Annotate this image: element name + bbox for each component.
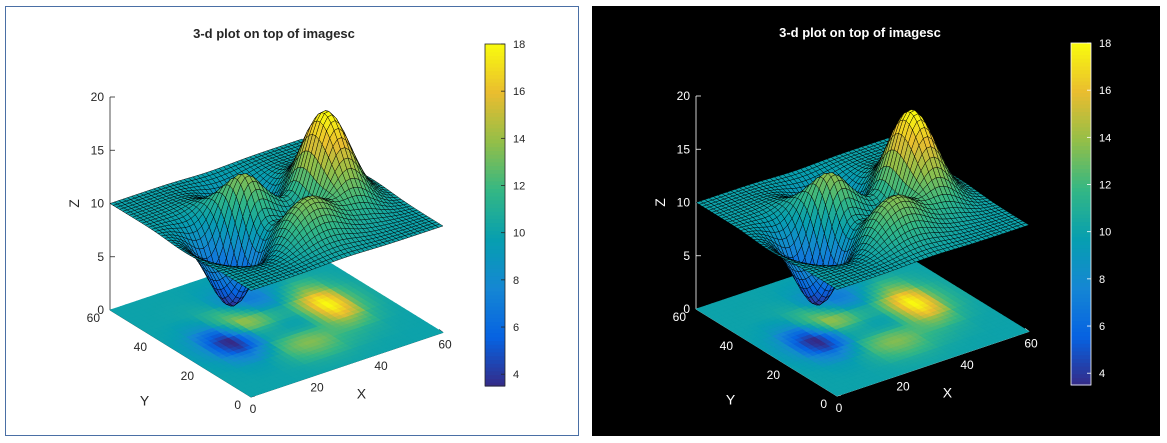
x-tick-label: 0 — [836, 401, 843, 415]
z-tick-label: 10 — [91, 197, 105, 211]
z-tick-label: 10 — [677, 196, 691, 210]
z-tick-label: 0 — [683, 302, 690, 316]
y-tick-label: 0 — [820, 397, 827, 411]
colorbar: 4 6 8 10 12 14 16 18 — [1070, 38, 1111, 386]
chart-title: 3-d plot on top of imagesc — [193, 26, 355, 41]
colorbar-tick-label: 8 — [1099, 274, 1105, 286]
y-tick-label: 40 — [134, 340, 148, 354]
colorbar-tick-label: 10 — [1099, 227, 1111, 239]
plot-panel-dark: 3-d plot on top of imagesc 0 20 40 60 0 20 40 60… — [592, 6, 1160, 436]
chart-title: 3-d plot on top of imagesc — [779, 25, 941, 40]
surface-mesh — [109, 110, 444, 307]
y-tick-label: 20 — [767, 368, 781, 382]
x-tick-label: 0 — [250, 402, 257, 416]
z-tick-label: 20 — [91, 90, 105, 104]
z-axis-label: Z — [652, 198, 668, 207]
z-tick-label: 5 — [683, 249, 690, 263]
colorbar-tick-label: 12 — [513, 181, 525, 193]
colorbar-tick-label: 4 — [513, 369, 519, 381]
colorbar-tick-label: 4 — [1099, 368, 1105, 380]
colorbar-tick-label: 6 — [513, 322, 519, 334]
colorbar-tick-label: 16 — [1099, 85, 1111, 97]
surface-plot-light: 3-d plot on top of imagesc02040600204060… — [66, 26, 525, 416]
colorbar: 4 6 8 10 12 14 16 18 — [484, 39, 525, 387]
colorbar-tick-label: 18 — [513, 39, 525, 51]
y-axis-label: Y — [140, 393, 150, 409]
plot-panel-light: 3-d plot on top of imagesc 0 20 40 60 0 20 40 60… — [5, 6, 579, 436]
colorbar-tick-label: 8 — [513, 275, 519, 287]
z-tick-label: 20 — [677, 89, 691, 103]
x-tick-label: 20 — [310, 381, 324, 395]
y-tick-label: 60 — [673, 310, 687, 324]
colorbar-tick-label: 12 — [1099, 180, 1111, 192]
surface-mesh — [695, 109, 1030, 306]
y-tick-label: 20 — [181, 369, 195, 383]
z-tick-label: 15 — [677, 142, 691, 156]
x-axis-label: X — [943, 385, 953, 401]
x-tick-label: 60 — [438, 338, 452, 352]
colorbar-frame — [1070, 42, 1092, 386]
colorbar-tick-label: 6 — [1099, 321, 1105, 333]
surface-plot-dark: 3-d plot on top of imagesc02040600204060… — [652, 25, 1111, 415]
y-tick-label: 60 — [87, 311, 101, 325]
z-tick-label: 5 — [97, 250, 104, 264]
x-tick-label: 20 — [896, 380, 910, 394]
y-tick-label: 40 — [720, 339, 734, 353]
z-tick-label: 0 — [97, 303, 104, 317]
colorbar-tick-label: 14 — [513, 133, 525, 145]
colorbar-tick-label: 16 — [513, 86, 525, 98]
x-tick-label: 40 — [374, 359, 388, 373]
colorbar-frame — [484, 43, 506, 387]
z-axis-label: Z — [66, 199, 82, 208]
y-axis-label: Y — [726, 392, 736, 408]
colorbar-tick-label: 14 — [1099, 132, 1111, 144]
x-tick-label: 60 — [1024, 337, 1038, 351]
x-axis-label: X — [357, 386, 367, 402]
y-tick-label: 0 — [234, 398, 241, 412]
x-tick-label: 40 — [960, 358, 974, 372]
colorbar-tick-label: 10 — [513, 228, 525, 240]
colorbar-tick-label: 18 — [1099, 38, 1111, 50]
z-tick-label: 15 — [91, 143, 105, 157]
